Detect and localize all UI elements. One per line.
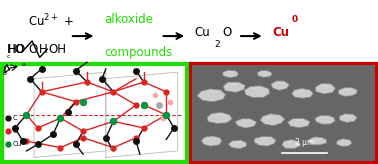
Polygon shape — [338, 87, 357, 96]
Text: alkoxide: alkoxide — [104, 13, 153, 26]
Polygon shape — [336, 139, 352, 146]
Polygon shape — [207, 91, 218, 93]
Text: Cu: Cu — [195, 26, 211, 39]
Polygon shape — [343, 89, 352, 90]
Polygon shape — [288, 118, 310, 128]
Polygon shape — [320, 85, 330, 87]
Polygon shape — [206, 138, 214, 140]
Polygon shape — [308, 137, 327, 145]
Text: a: a — [22, 62, 26, 67]
Polygon shape — [244, 86, 270, 98]
Polygon shape — [260, 114, 285, 126]
Polygon shape — [223, 70, 239, 78]
Polygon shape — [344, 115, 352, 117]
Polygon shape — [223, 82, 245, 92]
Polygon shape — [315, 115, 335, 124]
Polygon shape — [207, 113, 232, 123]
Polygon shape — [271, 81, 289, 90]
Text: HO$\mathregular{\/\/}$OH: HO$\mathregular{\/\/}$OH — [7, 43, 48, 56]
Polygon shape — [233, 142, 242, 143]
Text: 0: 0 — [292, 15, 298, 24]
Bar — [191, 64, 376, 162]
Polygon shape — [293, 120, 304, 121]
Text: compounds: compounds — [104, 46, 172, 59]
Polygon shape — [241, 120, 251, 121]
Text: 2: 2 — [214, 40, 220, 49]
Polygon shape — [320, 117, 328, 118]
Text: Cu: Cu — [13, 141, 22, 147]
Polygon shape — [201, 136, 222, 146]
Polygon shape — [260, 138, 270, 139]
Text: b: b — [2, 72, 6, 76]
Polygon shape — [257, 71, 272, 77]
Polygon shape — [292, 88, 313, 98]
Polygon shape — [228, 84, 239, 85]
Polygon shape — [339, 140, 345, 143]
Text: O: O — [222, 26, 231, 39]
Polygon shape — [254, 136, 276, 146]
Polygon shape — [276, 82, 284, 84]
Polygon shape — [212, 115, 223, 116]
Polygon shape — [261, 72, 267, 73]
Text: Cu$^{2+}$ +: Cu$^{2+}$ + — [28, 13, 74, 30]
Polygon shape — [265, 116, 274, 119]
Polygon shape — [197, 89, 226, 102]
Polygon shape — [250, 88, 262, 90]
Polygon shape — [316, 83, 336, 94]
Polygon shape — [339, 114, 357, 123]
Text: O: O — [13, 128, 18, 134]
Text: c: c — [7, 54, 10, 59]
Text: 2 μm: 2 μm — [294, 138, 314, 147]
Text: HO: HO — [7, 43, 25, 56]
Polygon shape — [228, 140, 246, 149]
Bar — [2, 64, 187, 162]
Polygon shape — [235, 119, 257, 128]
Text: OH: OH — [48, 43, 67, 56]
Text: Cu: Cu — [272, 26, 289, 39]
Polygon shape — [282, 140, 301, 148]
Polygon shape — [285, 142, 294, 144]
Polygon shape — [296, 91, 304, 93]
Bar — [192, 65, 375, 161]
Text: C: C — [13, 115, 18, 121]
